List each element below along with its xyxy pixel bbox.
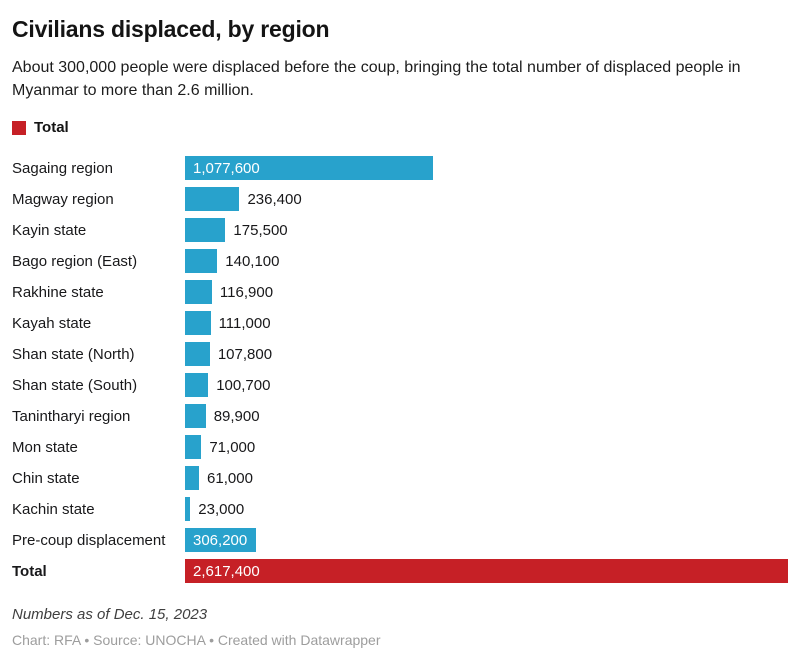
category-label: Kayin state [12,221,87,239]
category-label: Chin state [12,469,80,487]
category-label: Pre-coup displacement [12,531,166,549]
bar-track: 175,500 [185,218,788,243]
bar [185,373,209,398]
category-label: Tanintharyi region [12,407,131,425]
category-label: Total [12,562,47,580]
bar-track: 140,100 [185,249,788,274]
bar [185,311,211,336]
bar-track: 100,700 [185,373,788,398]
value-label-outside: 175,500 [233,221,288,239]
value-label-outside: 71,000 [209,438,256,456]
bar-track: 107,800 [185,342,788,367]
category-label: Rakhine state [12,283,104,301]
chart-title: Civilians displaced, by region [12,16,330,42]
category-label: Shan state (North) [12,345,135,363]
chart-row: Kachin state 23,000 [12,497,788,522]
bar-track: 71,000 [185,435,788,460]
bar-track: 116,900 [185,280,788,305]
bar-track: 2,617,400 [185,559,788,584]
chart-row: Shan state (South) 100,700 [12,373,788,398]
chart-row: Kayin state 175,500 [12,218,788,243]
chart-row: Bago region (East) 140,100 [12,249,788,274]
bar: 2,617,400 [185,559,788,584]
bar-track: 1,077,600 [185,156,788,181]
value-label-outside: 140,100 [225,252,280,270]
bar [185,342,210,367]
chart-row: Total 2,617,400 [12,559,788,584]
category-label: Shan state (South) [12,376,138,394]
bar: 306,200 [185,528,256,553]
category-label: Bago region (East) [12,252,138,270]
category-label: Mon state [12,438,78,456]
value-label-inside: 2,617,400 [193,562,260,580]
chart-row: Magway region 236,400 [12,187,788,212]
legend-swatch-total [12,120,26,135]
bar-chart: Sagaing region 1,077,600 Magway region 2… [12,156,788,584]
category-label: Magway region [12,190,114,208]
chart-subtitle: About 300,000 people were displaced befo… [12,59,741,100]
bar-track: 23,000 [185,497,788,522]
value-label-outside: 23,000 [198,500,245,518]
chart-row: Shan state (North) 107,800 [12,342,788,367]
chart-row: Mon state 71,000 [12,435,788,460]
chart-row: Tanintharyi region 89,900 [12,404,788,429]
bar-track: 236,400 [185,187,788,212]
chart-row: Pre-coup displacement 306,200 [12,528,788,553]
bar-track: 61,000 [185,466,788,491]
category-label: Kachin state [12,500,95,518]
bar: 1,077,600 [185,156,434,181]
bar [185,404,206,429]
chart-row: Chin state 61,000 [12,466,788,491]
bar [185,187,240,212]
value-label-outside: 107,800 [217,345,273,363]
bar-track: 306,200 [185,528,788,553]
legend-label-total: Total [34,119,69,137]
bar [185,497,191,522]
bar [185,218,226,243]
value-label-inside: 306,200 [193,531,248,549]
value-label-outside: 89,900 [213,407,260,425]
chart-attribution: Chart: RFA • Source: UNOCHA • Created wi… [12,632,381,649]
value-label-outside: 111,000 [218,314,271,332]
value-label-outside: 61,000 [207,469,253,487]
chart-row: Rakhine state 116,900 [12,280,788,305]
bar-track: 89,900 [185,404,788,429]
chart-row: Sagaing region 1,077,600 [12,156,788,181]
bar [185,466,200,491]
bar [185,249,218,274]
value-label-outside: 100,700 [216,376,271,394]
bar [185,280,212,305]
bar [185,435,202,460]
chart-row: Kayah state 111,000 [12,311,788,336]
value-label-outside: 116,900 [219,283,274,301]
category-label: Sagaing region [12,159,113,177]
value-label-inside: 1,077,600 [193,159,260,177]
category-label: Kayah state [12,314,92,332]
legend: Total [12,119,788,136]
chart-note: Numbers as of Dec. 15, 2023 [12,606,208,624]
bar-track: 111,000 [185,311,788,336]
value-label-outside: 236,400 [247,190,302,208]
chart-footer: Numbers as of Dec. 15, 2023 Chart: RFA •… [12,606,788,648]
